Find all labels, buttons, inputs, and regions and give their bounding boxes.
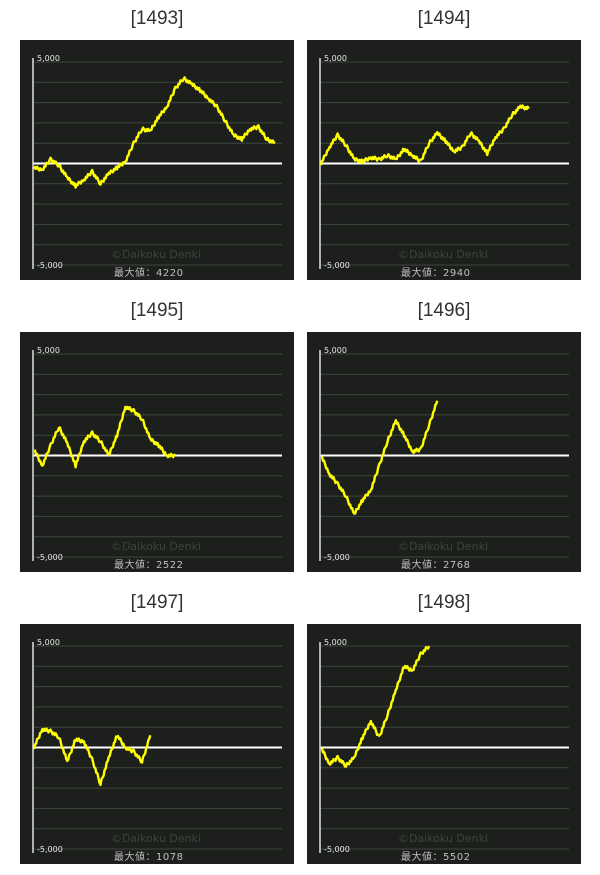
chart-panel: [1494] 5,000 -5,000 ©Daikoku Denki 最大値：2940 [307,8,581,280]
watermark: ©Daikoku Denki [111,540,201,553]
y-tick-label: -5,000 [324,261,350,270]
chart-area: 5,000 -5,000 ©Daikoku Denki 最大値：2768 [307,332,581,572]
watermark: ©Daikoku Denki [398,832,488,845]
chart-title: [1495] [130,300,184,321]
max-value-label: 最大値：1078 [114,850,183,863]
chart-svg: 5,000 -5,000 ©Daikoku Denki 最大値：2768 [319,346,569,571]
y-tick-label: -5,000 [37,261,63,270]
series-line [33,76,276,189]
chart-panel: [1493] 5,000 -5,000 ©Daikoku Denki 最大値：4220 [20,8,294,280]
max-value-label: 最大値：5502 [401,850,470,863]
watermark: ©Daikoku Denki [398,540,488,553]
series-line [33,727,152,787]
max-value-label: 最大値：2768 [401,558,470,571]
max-value-label: 最大値：4220 [114,266,183,279]
series-line [320,400,439,515]
max-value-label: 最大値：2940 [401,266,470,279]
chart-svg: 5,000 -5,000 ©Daikoku Denki 最大値：2522 [32,346,282,571]
y-tick-label: 5,000 [37,54,60,63]
watermark: ©Daikoku Denki [111,832,201,845]
max-value-label: 最大値：2522 [114,558,183,571]
y-tick-label: 5,000 [324,638,347,647]
chart-area: 5,000 -5,000 ©Daikoku Denki 最大値：4220 [20,40,294,280]
y-tick-label: 5,000 [37,346,60,355]
chart-area: 5,000 -5,000 ©Daikoku Denki 最大値：2522 [20,332,294,572]
series-line [320,645,431,768]
chart-svg: 5,000 -5,000 ©Daikoku Denki 最大値：2940 [319,54,569,279]
y-tick-label: -5,000 [37,845,63,854]
chart-area: 5,000 -5,000 ©Daikoku Denki 最大値：5502 [307,624,581,864]
chart-title: [1493] [130,8,184,29]
watermark: ©Daikoku Denki [398,248,488,261]
y-tick-label: 5,000 [37,638,60,647]
chart-panel: [1498] 5,000 -5,000 ©Daikoku Denki 最大値：5502 [307,592,581,864]
chart-title: [1497] [130,592,184,613]
y-tick-label: -5,000 [37,553,63,562]
chart-svg: 5,000 -5,000 ©Daikoku Denki 最大値：5502 [319,638,569,863]
chart-panel: [1496] 5,000 -5,000 ©Daikoku Denki 最大値：2768 [307,300,581,572]
watermark: ©Daikoku Denki [111,248,201,261]
chart-area: 5,000 -5,000 ©Daikoku Denki 最大値：2940 [307,40,581,280]
y-tick-label: 5,000 [324,346,347,355]
chart-panel: [1495] 5,000 -5,000 ©Daikoku Denki 最大値：2522 [20,300,294,572]
series-line [320,104,530,166]
y-tick-label: 5,000 [324,54,347,63]
y-tick-label: -5,000 [324,553,350,562]
chart-area: 5,000 -5,000 ©Daikoku Denki 最大値：1078 [20,624,294,864]
series-line [33,405,177,469]
chart-title: [1494] [417,8,471,29]
chart-svg: 5,000 -5,000 ©Daikoku Denki 最大値：1078 [32,638,282,863]
chart-title: [1498] [417,592,471,613]
y-tick-label: -5,000 [324,845,350,854]
chart-title: [1496] [417,300,471,321]
chart-svg: 5,000 -5,000 ©Daikoku Denki 最大値：4220 [32,54,282,279]
chart-panel: [1497] 5,000 -5,000 ©Daikoku Denki 最大値：1078 [20,592,294,864]
